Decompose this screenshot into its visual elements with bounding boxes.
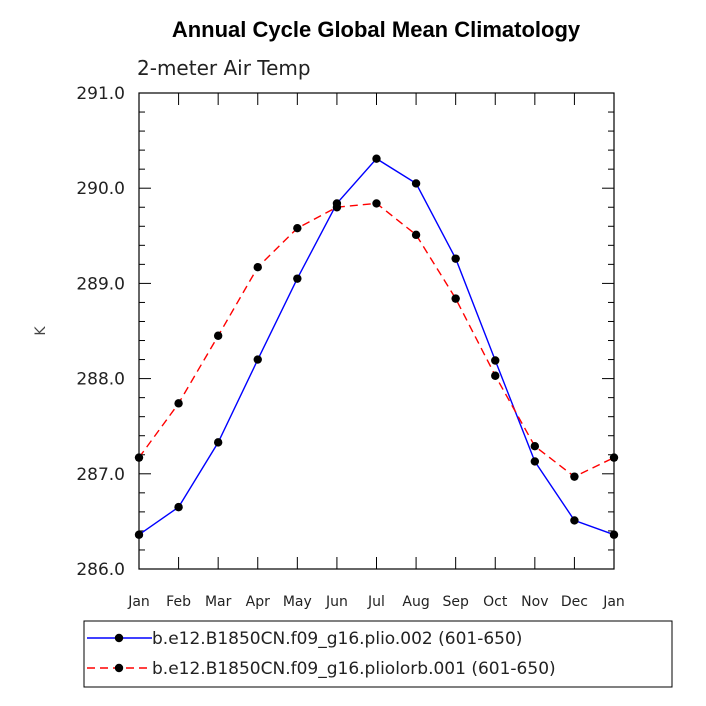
x-tick-label: Oct	[483, 594, 508, 610]
x-tick-label: Jun	[325, 594, 348, 610]
series-1-point	[530, 457, 540, 466]
series-1-point	[174, 502, 183, 512]
series-1-point	[609, 530, 619, 539]
series-1-point	[491, 356, 500, 365]
legend-label-1: b.e12.B1850CN.f09_g16.plio.002 (601-650)	[152, 629, 522, 649]
series-1-point	[451, 254, 460, 263]
x-tick-label: Sep	[442, 594, 469, 610]
series-2-point	[253, 263, 262, 272]
series-line-2	[138, 202, 615, 478]
y-tick-labels: 286.0 287.0 288.0 289.0 290.0 291.0	[76, 84, 125, 580]
series-1-point	[411, 179, 421, 188]
series-1-point	[570, 516, 579, 525]
series-line-1	[138, 157, 615, 536]
x-tick-label: Jul	[367, 594, 385, 610]
legend: b.e12.B1850CN.f09_g16.plio.002 (601-650)…	[87, 629, 556, 679]
axis-ticks	[138, 92, 615, 570]
series-1-point	[213, 438, 223, 447]
series-1-point	[253, 355, 262, 364]
legend-marker-2	[114, 663, 124, 673]
x-tick-label: Feb	[166, 594, 191, 610]
x-tick-label: Apr	[246, 594, 270, 610]
series-1-point	[134, 530, 144, 539]
series-2-point	[293, 223, 302, 233]
series-2-point	[609, 453, 619, 462]
x-tick-labels: Jan Feb Mar Apr May Jun Jul Aug Sep Oct Nov Dec Jan	[127, 594, 625, 610]
series-lines	[138, 157, 615, 536]
y-tick-label: 286.0	[76, 560, 125, 580]
series-2-point	[530, 441, 540, 451]
legend-label-2: b.e12.B1850CN.f09_g16.pliolorb.001 (601-…	[152, 659, 556, 679]
series-2-point	[332, 203, 342, 212]
plot-area-frame	[138, 92, 615, 570]
series-2-point	[570, 472, 579, 481]
series-2-point	[411, 230, 421, 240]
x-tick-label: Aug	[402, 594, 429, 610]
x-tick-label: Dec	[561, 594, 588, 610]
x-tick-label: Nov	[521, 594, 548, 610]
chart-title: Annual Cycle Global Mean Climatology	[172, 17, 581, 42]
x-tick-label: Mar	[205, 594, 232, 610]
x-tick-label: Jan	[602, 594, 625, 610]
series-1-point	[372, 154, 381, 163]
legend-marker-1	[114, 633, 124, 643]
series-2-point	[372, 199, 381, 208]
legend-box	[83, 620, 673, 688]
x-tick-label: May	[283, 594, 312, 610]
series-2-point	[491, 371, 500, 380]
y-tick-label: 289.0	[76, 274, 125, 294]
series-1-point	[293, 274, 302, 283]
y-tick-label: 290.0	[76, 179, 125, 199]
y-axis-label: K	[33, 326, 49, 336]
series-2-point	[174, 399, 183, 408]
chart-subtitle: 2-meter Air Temp	[137, 56, 311, 80]
series-points	[134, 154, 619, 539]
series-2-point	[213, 331, 223, 340]
y-tick-label: 287.0	[76, 465, 125, 485]
y-tick-label: 288.0	[76, 370, 125, 390]
x-tick-label: Jan	[127, 594, 150, 610]
series-2-point	[451, 294, 460, 303]
series-2-point	[134, 453, 144, 462]
y-tick-label: 291.0	[76, 84, 125, 104]
